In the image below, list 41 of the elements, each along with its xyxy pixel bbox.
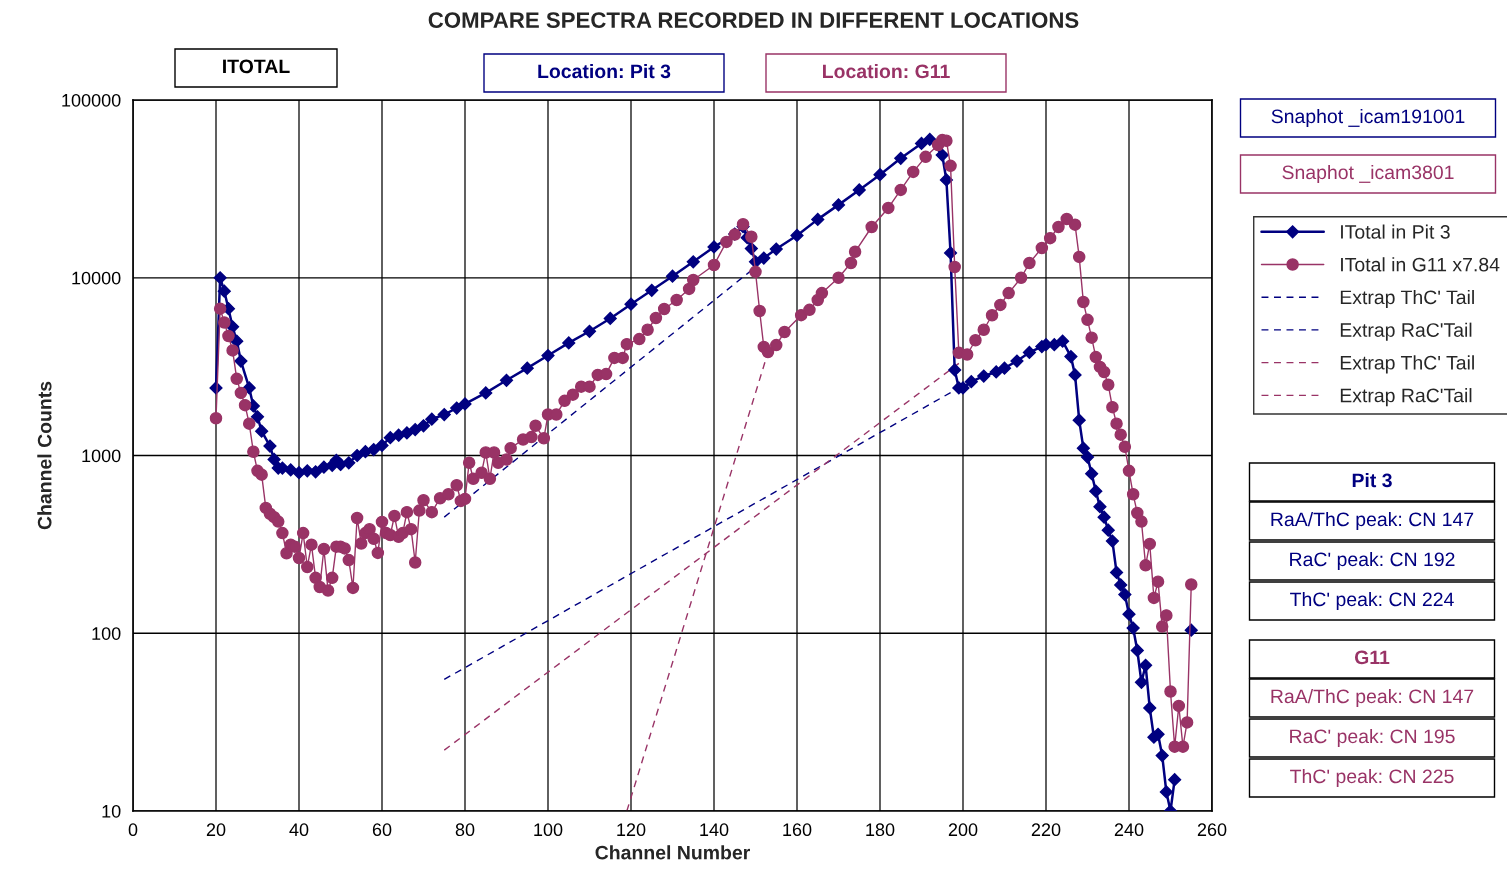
legend-label: Extrap RaC'Tail	[1340, 388, 1472, 407]
text: RaC' peak: CN 192	[1290, 551, 1455, 571]
y-tick-label: 100000	[62, 93, 121, 107]
x-tick-label: 20	[206, 823, 226, 837]
text: ITOTAL	[223, 59, 290, 74]
text: Snaphot _icam3801	[1282, 164, 1454, 184]
text: Pit 3	[1352, 472, 1392, 488]
y-tick-label: 1000	[82, 449, 121, 463]
x-tick-label: 80	[455, 823, 475, 837]
legend-label: Extrap ThC' Tail	[1340, 289, 1474, 309]
x-tick-label: 260	[1197, 823, 1227, 837]
text: Location: Pit 3	[538, 63, 671, 79]
y-tick-label: 10	[102, 804, 121, 818]
x-axis-title: Channel Number	[595, 845, 750, 860]
x-tick-label: 220	[1031, 823, 1061, 837]
y-tick-label: 10000	[72, 271, 121, 285]
text: RaA/ThC peak: CN 147	[1271, 511, 1474, 531]
chart-title: COMPARE SPECTRA RECORDED IN DIFFERENT LOCATIONS	[428, 12, 1079, 28]
x-tick-label: 160	[783, 823, 812, 837]
legend-label: Extrap ThC' Tail	[1340, 355, 1474, 374]
legend-label: ITotal in Pit 3	[1341, 224, 1450, 239]
text: Snaphot _icam191001	[1271, 108, 1465, 128]
x-tick-label: 120	[617, 823, 646, 837]
legend-label: ITotal in G11 x7.84	[1341, 257, 1500, 272]
x-tick-label: 200	[948, 823, 978, 837]
legend-label: Extrap RaC'Tail	[1340, 322, 1472, 341]
y-tick-label: 100	[92, 627, 121, 640]
text: G11	[1354, 650, 1390, 665]
x-tick-label: 0	[128, 823, 138, 837]
text: ThC' peak: CN 225	[1290, 768, 1454, 788]
x-tick-label: 100	[534, 823, 563, 837]
x-tick-label: 240	[1114, 823, 1144, 837]
x-tick-label: 60	[372, 823, 392, 837]
x-tick-label: 140	[700, 823, 729, 837]
x-tick-label: 180	[866, 823, 895, 837]
x-tick-label: 40	[289, 823, 309, 837]
text: RaC' peak: CN 195	[1290, 728, 1455, 748]
text: Location: G11	[823, 63, 950, 79]
y-axis-title: Channel Counts	[37, 381, 52, 530]
text: RaA/ThC peak: CN 147	[1271, 688, 1474, 708]
text: ThC' peak: CN 224	[1290, 591, 1454, 611]
